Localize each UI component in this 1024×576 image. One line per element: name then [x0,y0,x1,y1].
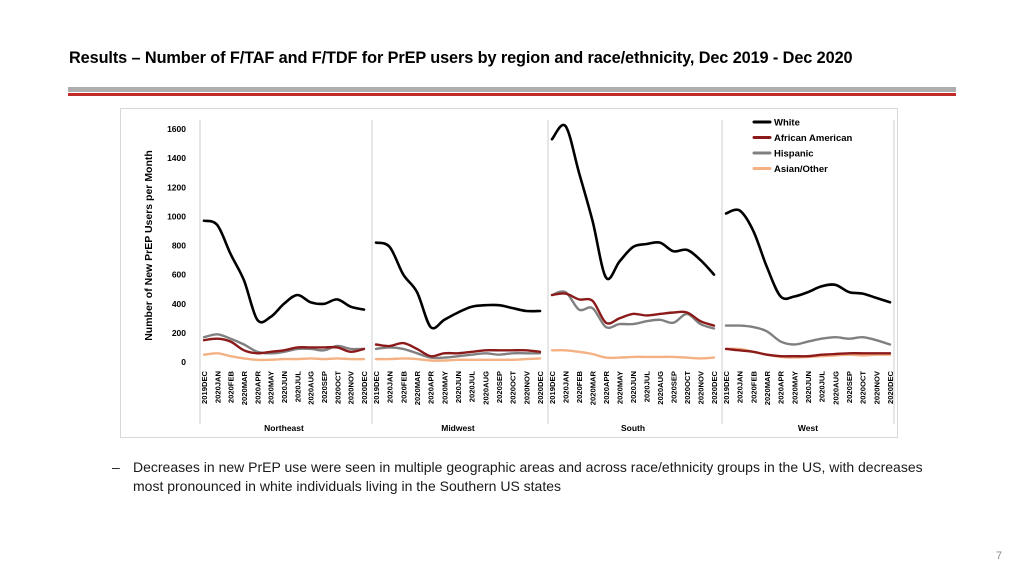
series-line-northeast-hispanic [202,333,366,355]
x-tick-label: 2020NOV [697,370,706,404]
x-tick-label: 2020FEB [749,370,758,403]
x-tick-label: 2020APR [777,370,786,403]
x-tick-label: 2020MAY [267,371,276,404]
slide-title: Results – Number of F/TAF and F/TDF for … [69,49,853,67]
y-tick-label: 1000 [167,211,186,221]
series-line-south-hispanic [550,290,716,330]
x-tick-label: 2020NOV [347,370,356,404]
y-tick-label: 1200 [167,182,186,192]
bullet-dash: – [112,459,120,475]
page-number: 7 [996,550,1003,562]
x-tick-label: 2020JUL [468,371,477,403]
x-tick-label: 2020SEP [845,371,854,403]
series-line-west-african-american [724,347,892,358]
x-tick-label: 2020APR [602,370,611,403]
x-tick-label: 2020DEC [710,370,719,403]
x-tick-label: 2020JUN [804,371,813,403]
x-tick-label: 2020NOV [522,370,531,404]
x-tick-label: 2020MAR [413,370,422,405]
x-tick-label: 2020FEB [575,370,584,403]
series-line-northeast-white [202,219,366,324]
x-tick-label: 2020OCT [683,371,692,404]
x-tick-label: 2020MAY [616,371,625,404]
series-line-northeast-african-american [202,337,366,355]
x-tick-label: 2020NOV [872,370,881,404]
x-tick-label: 2020SEP [670,371,679,403]
x-tick-label: 2020AUG [656,371,665,405]
y-tick-label: 800 [172,241,186,251]
series-line-northeast-asian-other [202,352,366,362]
series-line-south-asian-other [550,349,716,360]
legend-label: Hispanic [774,149,814,160]
x-tick-label: 2020AUG [307,371,316,405]
x-tick-label: 2020OCT [859,371,868,404]
x-tick-label: 2020MAR [589,370,598,405]
series-line-midwest-hispanic [374,346,542,360]
x-tick-label: 2020OCT [333,371,342,404]
x-tick-label: 2020JUN [454,371,463,403]
x-tick-label: 2020MAY [440,371,449,404]
x-tick-label: 2020FEB [399,370,408,403]
x-tick-label: 2020JUL [643,371,652,403]
x-tick-label: 2020SEP [495,371,504,403]
x-tick-label: 2020MAR [240,370,249,405]
region-label-northeast: Northeast [264,423,304,433]
x-tick-label: 2020AUG [831,371,840,405]
x-tick-label: 2020JUL [818,371,827,403]
series-line-midwest-white [374,241,542,330]
x-tick-label: 2020JUN [629,371,638,403]
series-line-south-african-american [550,292,716,327]
x-tick-label: 2020APR [427,370,436,403]
y-axis-title: Number of New PrEP Users per Month [143,150,155,341]
x-tick-label: 2020MAY [790,371,799,404]
series-line-west-white [724,208,892,304]
series-line-south-white [550,123,716,281]
x-tick-label: 2020JAN [213,371,222,403]
region-label-west: West [798,423,818,433]
x-tick-label: 2020OCT [509,371,518,404]
x-tick-label: 2020DEC [536,370,545,403]
x-tick-label: 2020FEB [227,370,236,403]
series-line-midwest-asian-other [374,357,542,362]
title-divider-red [68,93,956,96]
legend-label: Asian/Other [774,164,828,175]
bullet-text: Decreases in new PrEP use were seen in m… [133,459,923,494]
x-tick-label: 2020JUL [293,371,302,403]
y-tick-label: 400 [172,299,186,309]
series-line-midwest-african-american [374,341,542,358]
x-tick-label: 2020JAN [562,371,571,403]
x-tick-label: 2020MAR [763,370,772,405]
x-tick-label: 2020AUG [481,371,490,405]
x-tick-label: 2019DEC [372,370,381,403]
x-tick-label: 2020APR [253,370,262,403]
x-tick-label: 2020SEP [320,371,329,403]
y-tick-label: 1600 [167,124,186,134]
x-tick-label: 2020JUN [280,371,289,403]
y-tick-label: 200 [172,328,186,338]
y-tick-label: 1400 [167,153,186,163]
legend-label: White [774,118,800,129]
y-tick-label: 0 [181,357,186,367]
y-tick-label: 600 [172,270,186,280]
x-tick-label: 2020DEC [360,370,369,403]
x-tick-label: 2019DEC [548,370,557,403]
x-tick-label: 2020DEC [886,370,895,403]
region-label-south: South [621,423,645,433]
x-tick-label: 2020JAN [736,371,745,403]
series-line-west-hispanic [724,324,892,346]
x-tick-label: 2020JAN [386,371,395,403]
x-tick-label: 2019DEC [200,370,209,403]
title-divider-gray [68,87,956,92]
line-chart: Number of New PrEP Users per Month 0 200 40… [143,118,895,434]
region-label-midwest: Midwest [441,423,475,433]
legend-label: African American [774,133,853,144]
x-tick-label: 2019DEC [722,370,731,403]
